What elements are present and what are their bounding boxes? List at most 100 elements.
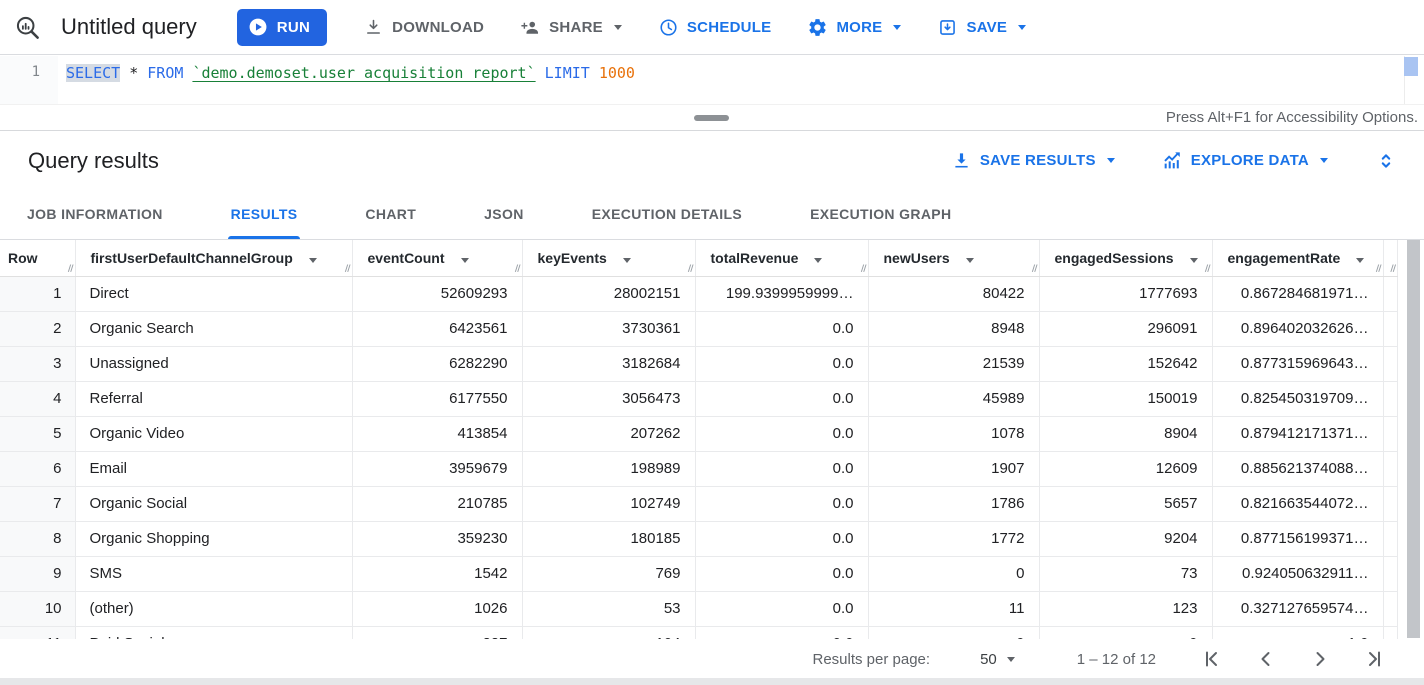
sql-code-line[interactable]: SELECT * FROM `demo.demoset.user_acquisi… — [66, 64, 635, 82]
table-row: 6 Email 3959679 198989 0.0 1907 12609 0.8856213… — [0, 451, 1398, 487]
explore-data-button[interactable]: EXPLORE DATA — [1161, 150, 1328, 172]
table-cell: 21539 — [868, 346, 1040, 382]
schedule-button[interactable]: SCHEDULE — [658, 17, 772, 38]
column-menu-caret-icon[interactable] — [622, 257, 631, 263]
table-cell: 1078 — [868, 416, 1040, 452]
table-cell: Organic Video — [75, 416, 353, 452]
tab-chart[interactable]: CHART — [365, 206, 417, 222]
table-cell: 53 — [522, 591, 696, 627]
table-cell: 3056473 — [522, 381, 696, 417]
column-menu-caret-icon[interactable] — [1189, 257, 1198, 263]
table-cell: 0.879412171371… — [1212, 416, 1384, 452]
table-cell: 1907 — [868, 451, 1040, 487]
column-resize-handle[interactable] — [1390, 264, 1395, 274]
filler-cell — [1383, 381, 1398, 417]
table-cell: 0.327127659574… — [1212, 591, 1384, 627]
table-cell: 0.877156199371… — [1212, 521, 1384, 557]
table-row: 8 Organic Shopping 359230 180185 0.0 1772 9204… — [0, 521, 1398, 557]
column-menu-caret-icon[interactable] — [1356, 257, 1365, 263]
tab-execution-graph[interactable]: EXECUTION GRAPH — [810, 206, 952, 222]
gear-icon — [807, 17, 828, 38]
column-header-keyEvents[interactable]: keyEvents — [522, 240, 696, 277]
column-header-engagementRate[interactable]: engagementRate — [1212, 240, 1384, 277]
last-page-button[interactable] — [1362, 647, 1386, 671]
column-resize-handle[interactable] — [345, 264, 350, 274]
share-button[interactable]: SHARE — [520, 17, 622, 38]
column-header-eventCount[interactable]: eventCount — [352, 240, 523, 277]
table-cell: 150019 — [1039, 381, 1213, 417]
column-header-totalRevenue[interactable]: totalRevenue — [695, 240, 869, 277]
tab-json[interactable]: JSON — [484, 206, 524, 222]
download-button[interactable]: DOWNLOAD — [363, 17, 484, 38]
column-menu-caret-icon[interactable] — [814, 257, 823, 263]
run-button[interactable]: RUN — [236, 8, 328, 46]
splitter-drag-handle[interactable] — [694, 115, 729, 121]
table-cell: 207262 — [522, 416, 696, 452]
tab-execution-details[interactable]: EXECUTION DETAILS — [591, 206, 743, 222]
table-cell: Direct — [75, 276, 353, 312]
tab-results[interactable]: RESULTS — [227, 189, 301, 239]
sql-table-reference-link[interactable]: `demo.demoset.user_acquisition_report` — [192, 64, 536, 82]
filler-cell — [1383, 276, 1398, 312]
column-resize-handle[interactable] — [1205, 264, 1210, 274]
column-resize-handle[interactable] — [1032, 264, 1037, 274]
table-cell: 0.0 — [695, 451, 869, 487]
column-header-engagedSessions[interactable]: engagedSessions — [1039, 240, 1213, 277]
table-cell: 3182684 — [522, 346, 696, 382]
page-size-select[interactable]: 50 — [974, 650, 1021, 669]
row-number-cell: 9 — [0, 556, 76, 592]
table-cell: 180185 — [522, 521, 696, 557]
column-resize-handle[interactable] — [861, 264, 866, 274]
chart-trend-icon — [1161, 150, 1183, 172]
column-resize-handle[interactable] — [68, 264, 73, 274]
table-cell: 359230 — [352, 521, 523, 557]
chevron-down-icon — [1320, 158, 1328, 163]
table-row: 7 Organic Social 210785 102749 0.0 1786 5657 0.… — [0, 486, 1398, 522]
table-cell: 0.0 — [695, 626, 869, 639]
table-cell: 0 — [868, 556, 1040, 592]
column-menu-caret-icon[interactable] — [460, 257, 469, 263]
filler-cell — [1383, 556, 1398, 592]
row-number-cell: 6 — [0, 451, 76, 487]
last-page-icon — [1362, 647, 1386, 671]
column-resize-handle[interactable] — [1376, 264, 1381, 274]
column-label: Row — [8, 249, 38, 266]
filler-cell — [1383, 591, 1398, 627]
table-cell: 73 — [1039, 556, 1213, 592]
chevron-left-icon — [1254, 647, 1278, 671]
save-results-button[interactable]: SAVE RESULTS — [951, 150, 1115, 171]
expand-results-button[interactable] — [1374, 149, 1398, 173]
table-cell: 1.0 — [1212, 626, 1384, 639]
pagination-footer: Results per page: 50 1 – 12 of 12 — [0, 640, 1424, 678]
row-number-cell: 4 — [0, 381, 76, 417]
column-resize-handle[interactable] — [515, 264, 520, 274]
row-number-cell: 1 — [0, 276, 76, 312]
table-cell: 0.877315969643… — [1212, 346, 1384, 382]
table-cell: 3730361 — [522, 311, 696, 347]
table-cell: 102749 — [522, 486, 696, 522]
column-header-Row[interactable]: Row — [0, 240, 76, 277]
chevron-down-icon — [613, 24, 622, 30]
column-header-newUsers[interactable]: newUsers — [868, 240, 1040, 277]
column-menu-caret-icon[interactable] — [308, 257, 317, 263]
previous-page-button[interactable] — [1254, 647, 1278, 671]
sql-editor[interactable]: 1 SELECT * FROM `demo.demoset.user_acqui… — [0, 56, 1424, 104]
sql-star: * — [120, 64, 148, 82]
tab-job-information[interactable]: JOB INFORMATION — [27, 206, 163, 222]
results-per-page-label: Results per page: — [812, 650, 931, 668]
table-row-partial: 11Paid Social2271040.0001.0 — [0, 626, 1398, 639]
table-cell: Organic Shopping — [75, 521, 353, 557]
horizontal-scrollbar-track[interactable] — [0, 678, 1424, 685]
share-button-label: SHARE — [549, 18, 603, 36]
column-menu-caret-icon[interactable] — [965, 257, 974, 263]
next-page-button[interactable] — [1308, 647, 1332, 671]
table-scrollbar-thumb[interactable] — [1407, 240, 1420, 638]
column-resize-handle[interactable] — [688, 264, 693, 274]
editor-scrollbar-thumb[interactable] — [1404, 57, 1418, 76]
save-button-label: SAVE — [966, 18, 1008, 36]
column-header-firstUserDefaultChannelGroup[interactable]: firstUserDefaultChannelGroup — [75, 240, 353, 277]
first-page-button[interactable] — [1200, 647, 1224, 671]
more-button[interactable]: MORE — [807, 17, 902, 38]
row-number-cell: 11 — [0, 626, 76, 639]
save-button[interactable]: SAVE — [937, 17, 1027, 38]
